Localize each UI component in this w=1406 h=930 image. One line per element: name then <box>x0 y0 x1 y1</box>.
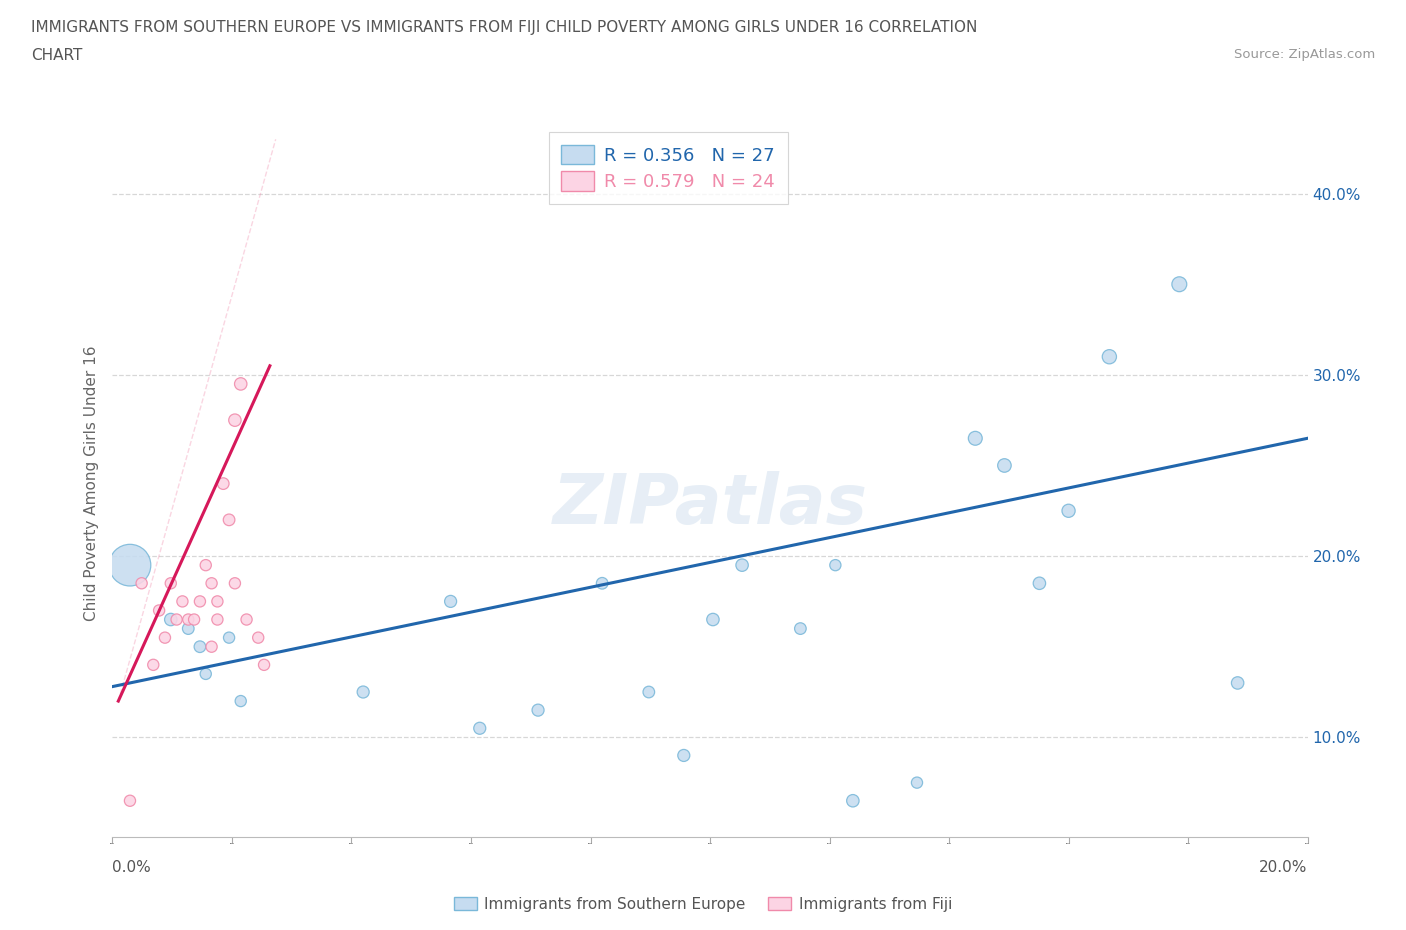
Point <box>207 594 229 609</box>
Point <box>352 684 374 699</box>
Text: ZIPatlas: ZIPatlas <box>553 472 868 538</box>
Point <box>672 748 695 763</box>
Point <box>1098 350 1121 365</box>
Point <box>253 658 276 672</box>
Point <box>731 558 754 573</box>
Text: Source: ZipAtlas.com: Source: ZipAtlas.com <box>1234 48 1375 61</box>
Point <box>183 612 205 627</box>
Point <box>993 458 1015 473</box>
Point <box>702 612 724 627</box>
Point <box>118 558 141 573</box>
Point <box>194 558 217 573</box>
Point <box>1057 503 1080 518</box>
Legend: R = 0.356   N = 27, R = 0.579   N = 24: R = 0.356 N = 27, R = 0.579 N = 24 <box>548 132 787 204</box>
Point <box>905 776 928 790</box>
Point <box>229 377 252 392</box>
Legend: Immigrants from Southern Europe, Immigrants from Fiji: Immigrants from Southern Europe, Immigra… <box>447 890 959 918</box>
Point <box>235 612 257 627</box>
Text: IMMIGRANTS FROM SOUTHERN EUROPE VS IMMIGRANTS FROM FIJI CHILD POVERTY AMONG GIRL: IMMIGRANTS FROM SOUTHERN EUROPE VS IMMIG… <box>31 20 977 35</box>
Point <box>1226 675 1249 690</box>
Point <box>439 594 461 609</box>
Point <box>188 594 211 609</box>
Point <box>824 558 846 573</box>
Point <box>1168 277 1191 292</box>
Point <box>148 603 170 618</box>
Point <box>789 621 811 636</box>
Text: 0.0%: 0.0% <box>112 860 152 875</box>
Point <box>637 684 659 699</box>
Point <box>207 612 229 627</box>
Point <box>527 703 550 718</box>
Point <box>159 576 181 591</box>
Point <box>842 793 865 808</box>
Point <box>194 667 217 682</box>
Point <box>224 576 246 591</box>
Point <box>218 512 240 527</box>
Point <box>172 594 194 609</box>
Text: 20.0%: 20.0% <box>1260 860 1308 875</box>
Point <box>468 721 491 736</box>
Point <box>200 576 222 591</box>
Text: CHART: CHART <box>31 48 83 63</box>
Point <box>218 631 240 645</box>
Point <box>188 639 211 654</box>
Point <box>591 576 613 591</box>
Point <box>1028 576 1050 591</box>
Point <box>177 612 200 627</box>
Point <box>131 576 153 591</box>
Point <box>212 476 235 491</box>
Point <box>153 631 176 645</box>
Y-axis label: Child Poverty Among Girls Under 16: Child Poverty Among Girls Under 16 <box>83 346 98 621</box>
Point <box>965 431 987 445</box>
Point <box>229 694 252 709</box>
Point <box>118 793 141 808</box>
Point <box>177 621 200 636</box>
Point <box>159 612 181 627</box>
Point <box>166 612 188 627</box>
Point <box>142 658 165 672</box>
Point <box>247 631 270 645</box>
Point <box>200 639 222 654</box>
Point <box>224 413 246 428</box>
